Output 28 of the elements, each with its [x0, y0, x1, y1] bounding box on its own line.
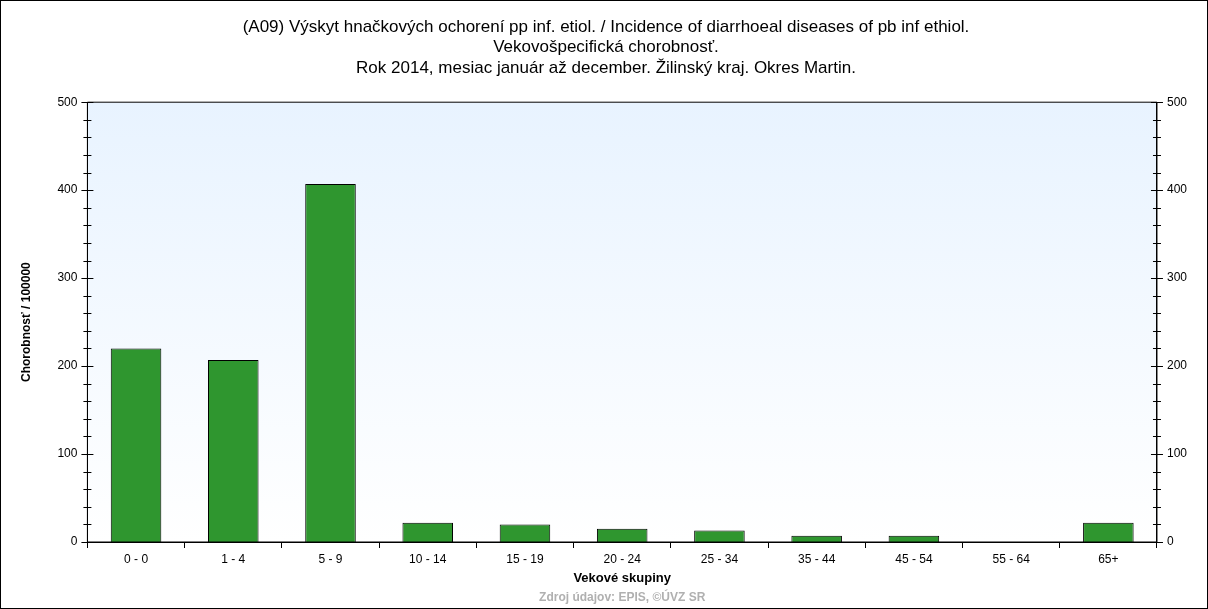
y2-tick-label: 300 — [1166, 270, 1188, 285]
x-tick-label: 20 - 24 — [603, 551, 642, 566]
y-tick-label: 300 — [57, 270, 78, 285]
x-tick-label: 65+ — [1098, 551, 1119, 566]
y-tick-label: 500 — [57, 94, 78, 109]
x-axis-title: Vekové skupiny — [573, 569, 672, 585]
y2-tick-label: 0 — [1166, 534, 1174, 549]
y2-tick-label: 200 — [1166, 358, 1188, 373]
x-tick-label: 5 - 9 — [318, 551, 343, 566]
x-tick-label: 10 - 14 — [409, 551, 447, 566]
y2-tick-label: 400 — [1166, 182, 1188, 197]
y-axis-title: Chorobnosť / 100000 — [18, 261, 33, 382]
x-tick-label: 15 - 19 — [506, 551, 544, 566]
y-tick-label: 0 — [70, 534, 78, 549]
x-tick-label: 0 - 0 — [124, 551, 149, 566]
y2-tick-label: 100 — [1166, 446, 1188, 461]
x-tick-label: 45 - 54 — [895, 551, 933, 566]
x-tick-label: 55 - 64 — [992, 551, 1031, 566]
x-tick-label: 25 - 34 — [700, 551, 739, 566]
chart-subtitle: Vekovošpecifická chorobnosť. Rok 2014, mesiac január až december. Žilinský kraj. Okres Martin. — [356, 37, 856, 77]
y2-tick-label: 500 — [1166, 94, 1188, 109]
x-tick-label: 1 - 4 — [221, 551, 246, 566]
y-tick-label: 200 — [57, 358, 78, 373]
y-tick-label: 400 — [57, 182, 78, 197]
x-tick-label: 35 - 44 — [797, 551, 836, 566]
text: Zdroj údajov: EPIS, ©ÚVZ SR — [539, 589, 706, 605]
chart-title: (A09) Výskyt hnačkových ochorení pp inf. etiol. / Incidence of diarrhoeal diseases of pb inf ethiol. — [242, 16, 970, 36]
y-tick-label: 100 — [57, 446, 78, 461]
